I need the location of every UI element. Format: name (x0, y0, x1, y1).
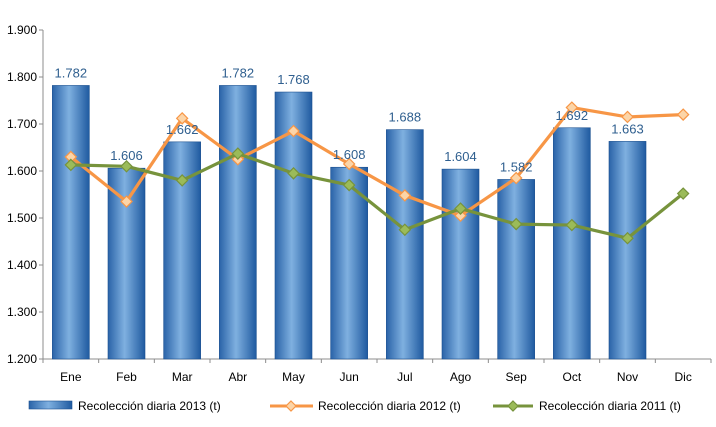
x-tick-label: Feb (116, 370, 137, 384)
series-point (621, 231, 634, 245)
x-tick-label: Ago (450, 370, 472, 384)
bar (497, 179, 535, 360)
bar-data-label: 1.608 (333, 147, 366, 162)
x-tick-label: Ene (60, 370, 82, 384)
series-point (120, 159, 133, 173)
legend: Recolección diaria 2013 (t) Recolección d… (28, 399, 681, 413)
y-tick-label: 1.700 (7, 117, 37, 131)
series-point (287, 167, 300, 180)
x-tick-label: Jul (397, 370, 412, 384)
series-point (509, 171, 523, 185)
series-point (621, 110, 634, 124)
x-tick-label: Mar (172, 370, 193, 384)
series-point (398, 189, 412, 202)
series-point (120, 195, 133, 208)
y-tick-label: 1.300 (7, 305, 37, 319)
y-tick-label: 1.500 (7, 211, 37, 225)
series-point (676, 108, 690, 121)
x-tick-label: Sep (505, 370, 527, 384)
x-tick-label: May (282, 370, 305, 384)
series-point (342, 178, 356, 192)
x-tick-label: Nov (617, 370, 638, 384)
legend-label: Recolección diaria 2011 (t) (539, 399, 681, 413)
x-tick-label: Jun (339, 370, 358, 384)
legend-label: Recolección diaria 2013 (t) (78, 399, 221, 413)
data-labels: 1.782 1.606 1.662 1.782 1.768 1.608 1.688 1.604… (55, 65, 644, 174)
bar-data-label: 1.692 (556, 108, 589, 123)
bar (608, 141, 647, 360)
bar (553, 127, 591, 360)
bar-data-label: 1.662 (166, 122, 199, 137)
x-tick-label: Oct (562, 370, 581, 384)
x-tick-label: Dic (674, 370, 691, 384)
bar (330, 166, 368, 360)
series-point (565, 101, 579, 114)
bar-data-label: 1.663 (611, 121, 644, 136)
legend-swatch-marker (507, 400, 519, 412)
bar (52, 85, 90, 360)
bar-data-label: 1.768 (277, 72, 310, 87)
x-tick-label: Abr (228, 370, 247, 384)
bar-data-label: 1.606 (110, 148, 143, 163)
lines (64, 101, 690, 245)
bar-data-label: 1.782 (55, 65, 88, 80)
series-point (64, 158, 78, 172)
series-point (676, 187, 690, 200)
series-line (69, 105, 684, 218)
y-tick-label: 1.900 (7, 23, 37, 37)
y-tick-label: 1.400 (7, 258, 37, 272)
legend-label: Recolección diaria 2012 (t) (318, 399, 461, 413)
legend-swatch-bar (28, 400, 73, 410)
series-point (342, 157, 356, 171)
series-point (509, 217, 523, 231)
series-point (175, 112, 189, 125)
bar-data-label: 1.782 (222, 65, 255, 80)
series-point (565, 218, 579, 232)
bar (386, 129, 424, 360)
bar-data-label: 1.688 (389, 110, 422, 125)
bar-data-label: 1.582 (500, 159, 533, 174)
bar-data-label: 1.604 (444, 149, 477, 164)
axes: 1.200 1.300 1.400 1.500 1.600 1.700 1.800 1.900… (7, 23, 712, 384)
bar (441, 168, 480, 360)
series-point (398, 223, 412, 237)
legend-swatch-marker (285, 400, 297, 412)
series-point (175, 174, 189, 187)
bar (219, 85, 257, 360)
series-line (70, 152, 685, 240)
series-point (454, 209, 467, 222)
y-tick-label: 1.600 (7, 164, 37, 178)
series-point (287, 124, 300, 138)
bars (52, 85, 647, 360)
series-point (454, 202, 467, 215)
series-point (231, 147, 245, 160)
y-tick-label: 1.200 (7, 352, 37, 366)
y-tick-label: 1.800 (7, 70, 37, 84)
